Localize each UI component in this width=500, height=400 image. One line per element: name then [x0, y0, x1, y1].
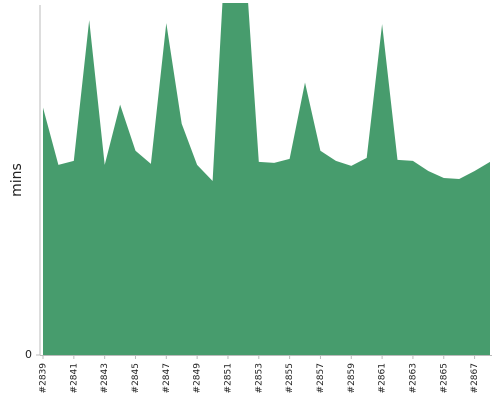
x-tick-label: #2839 [39, 363, 49, 394]
x-tick-label: #2857 [316, 363, 326, 393]
x-tick-label: #2851 [223, 363, 233, 393]
x-tick-label: #2847 [162, 363, 172, 393]
x-tick-label: #2843 [100, 363, 110, 393]
x-tick-label: #2865 [439, 363, 449, 393]
x-tick-label: #2863 [408, 363, 418, 393]
x-tick-label: #2841 [69, 363, 79, 393]
y-axis-label: mins [9, 163, 25, 197]
x-tick-label: #2861 [378, 363, 388, 393]
x-tick-label: #2849 [193, 363, 203, 394]
y-tick-label: 0 [25, 348, 32, 361]
x-tick-label: #2859 [347, 363, 357, 394]
plot-area [43, 3, 490, 355]
x-tick-label: #2853 [254, 363, 264, 393]
x-tick-label: #2867 [470, 363, 480, 393]
x-tick-label: #2845 [131, 363, 141, 393]
x-tick-label: #2855 [285, 363, 295, 393]
area [43, 3, 490, 355]
